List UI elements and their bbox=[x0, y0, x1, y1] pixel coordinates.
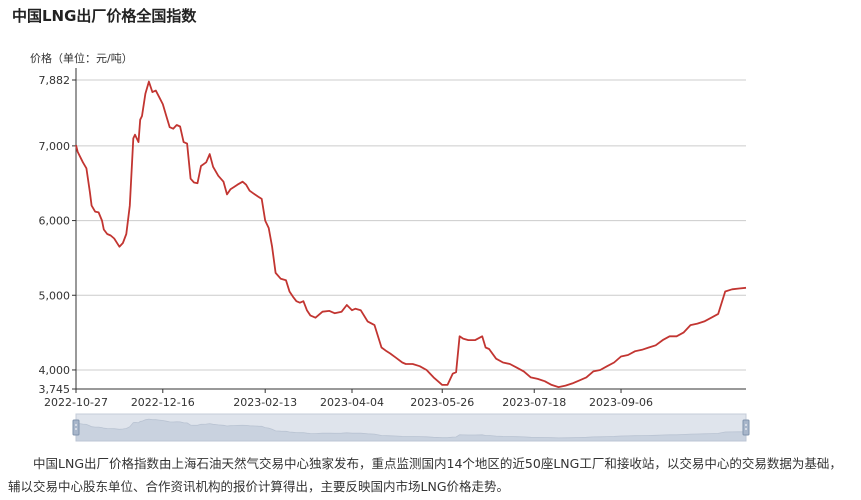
index-description: 中国LNG出厂价格指数由上海石油天然气交易中心独家发布，重点监测国内14个地区的… bbox=[8, 456, 842, 494]
data-zoom-slider[interactable] bbox=[72, 413, 750, 442]
x-tick-label: 2023-07-18 bbox=[502, 396, 566, 409]
y-tick-label: 4,000 bbox=[39, 364, 71, 377]
y-tick-label: 7,000 bbox=[39, 140, 71, 153]
y-tick-labels: 7,882 7,000 6,000 5,000 4,000 3,745 bbox=[39, 74, 71, 396]
x-tick-label: 2022-10-27 bbox=[44, 396, 108, 409]
y-tick-label: 5,000 bbox=[39, 289, 71, 302]
x-tick-label: 2023-04-04 bbox=[320, 396, 384, 409]
series-line bbox=[75, 80, 747, 389]
y-tick-label: 7,882 bbox=[39, 74, 71, 87]
y-tick-label: 6,000 bbox=[39, 215, 71, 228]
y-axis-label: 价格（单位：元/吨） bbox=[30, 52, 133, 65]
y-tick-label: 3,745 bbox=[39, 383, 71, 396]
page-title: 中国LNG出厂价格全国指数 bbox=[12, 7, 197, 25]
x-tick-label: 2022-12-16 bbox=[131, 396, 195, 409]
grid-lines bbox=[76, 79, 746, 371]
x-tick-labels: 2022-10-27 2022-12-16 2023-02-13 2023-04-04… bbox=[44, 396, 653, 409]
x-tick-label: 2023-02-13 bbox=[233, 396, 297, 409]
slider-preview-area bbox=[75, 418, 747, 442]
x-tick-label: 2023-09-06 bbox=[589, 396, 653, 409]
series-group bbox=[75, 80, 747, 389]
slider-handle-left[interactable] bbox=[72, 419, 80, 436]
slider-handle-right[interactable] bbox=[742, 419, 750, 436]
axes bbox=[72, 68, 746, 393]
price-chart: 7,882 7,000 6,000 5,000 4,000 3,745 2022-10-2… bbox=[39, 68, 750, 442]
x-tick-label: 2023-05-26 bbox=[410, 396, 474, 409]
